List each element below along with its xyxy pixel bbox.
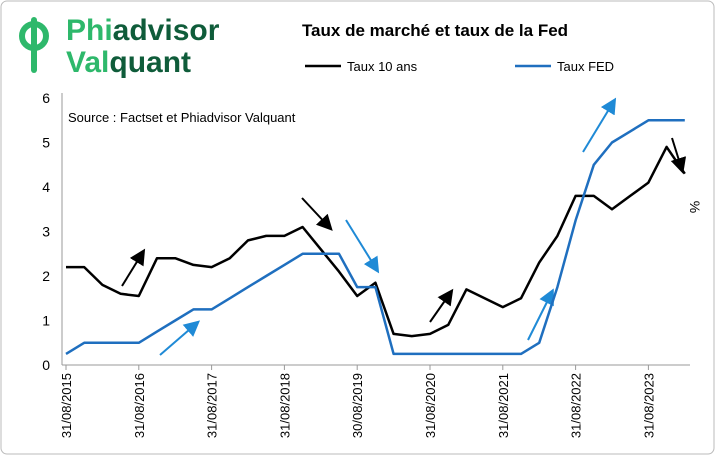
logo-text: Phiadvisor xyxy=(66,14,220,47)
x-tick-label: 31/08/2020 xyxy=(423,373,438,438)
logo-text: Val xyxy=(66,46,109,79)
logo-text: Phi xyxy=(66,14,113,47)
y-tick-label: 2 xyxy=(42,268,50,284)
chart-title: Taux de marché et taux de la Fed xyxy=(302,21,568,40)
y-tick-label: 1 xyxy=(42,313,50,329)
x-tick-label: 30/08/2019 xyxy=(350,373,365,438)
y-tick-label: 5 xyxy=(42,135,50,151)
arrow xyxy=(345,219,380,274)
y-axis-label: % xyxy=(687,201,703,213)
logo: Phiadvisor Valquant xyxy=(19,14,220,79)
arrow xyxy=(121,248,146,287)
arrow xyxy=(582,97,617,153)
annotation: Source : Factset et Phiadvisor Valquant xyxy=(68,110,296,125)
legend-label: Taux 10 ans xyxy=(347,59,418,74)
x-tick-label: 31/08/2022 xyxy=(569,373,584,438)
series-line xyxy=(65,119,685,356)
logo-text: advisor xyxy=(113,14,220,47)
y-tick-label: 0 xyxy=(42,357,50,373)
arrow xyxy=(527,288,554,341)
trend-arrows xyxy=(121,97,687,356)
arrow xyxy=(429,288,454,323)
legend-label: Taux FED xyxy=(557,59,614,74)
arrow xyxy=(670,137,687,174)
x-tick-label: 31/08/2016 xyxy=(132,373,147,438)
y-tick-label: 4 xyxy=(42,179,50,195)
x-tick-label: 31/08/2015 xyxy=(59,373,74,438)
series-line xyxy=(66,145,686,338)
x-tick-label: 31/08/2023 xyxy=(641,373,656,438)
logo-text: quant xyxy=(109,46,191,79)
x-tick-label: 31/08/2018 xyxy=(277,373,292,438)
x-tick-label: 31/08/2021 xyxy=(496,373,511,438)
y-tick-label: 3 xyxy=(42,224,50,240)
arrow xyxy=(159,320,201,356)
x-tick-label: 31/08/2017 xyxy=(205,373,220,438)
logo-text: Valquant xyxy=(66,46,191,79)
arrow xyxy=(301,197,333,231)
y-tick-label: 6 xyxy=(42,90,50,106)
